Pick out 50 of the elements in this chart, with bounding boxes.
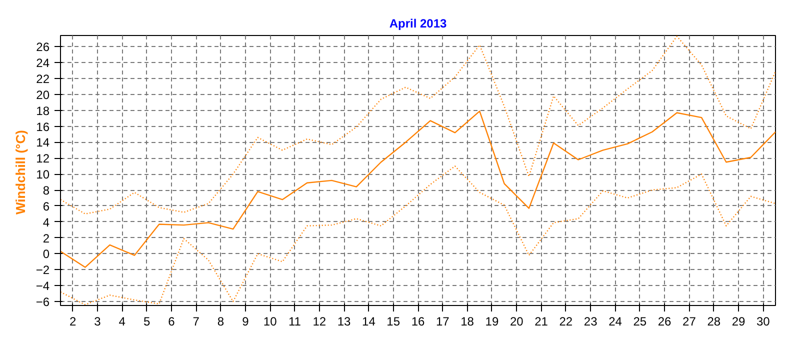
x-tick-label: 6 bbox=[168, 314, 176, 328]
x-tick-label: 8 bbox=[217, 314, 224, 328]
y-tick-label: 16 bbox=[36, 120, 50, 134]
x-tick-label: 27 bbox=[682, 314, 696, 328]
y-tick-label: 14 bbox=[36, 136, 50, 150]
x-tick-label: 10 bbox=[263, 314, 278, 328]
y-tick-label: −2 bbox=[36, 263, 50, 278]
x-tick-label: 21 bbox=[534, 314, 548, 328]
x-tick-label: 23 bbox=[584, 314, 598, 328]
x-tick-label: 11 bbox=[288, 314, 302, 328]
x-tick-label: 2 bbox=[69, 314, 76, 328]
x-tick-label: 5 bbox=[143, 314, 150, 328]
x-tick-label: 17 bbox=[436, 314, 450, 328]
x-tick-label: 14 bbox=[362, 314, 376, 328]
x-tick-label: 19 bbox=[485, 314, 499, 328]
y-tick-label: 22 bbox=[36, 72, 50, 86]
x-tick-label: 18 bbox=[460, 314, 474, 328]
y-tick-label: 12 bbox=[36, 152, 50, 166]
x-tick-label: 29 bbox=[732, 314, 746, 328]
y-tick-label: 18 bbox=[36, 104, 50, 118]
y-tick-label: −4 bbox=[36, 279, 50, 294]
y-tick-label: 24 bbox=[36, 56, 50, 70]
chart-title: April 2013 bbox=[389, 16, 448, 30]
line-series bbox=[60, 36, 776, 215]
x-tick-label: 9 bbox=[242, 314, 250, 328]
x-tick-label: 30 bbox=[756, 314, 770, 328]
y-tick-label: 26 bbox=[36, 40, 50, 54]
x-tick-label: 15 bbox=[386, 314, 400, 328]
x-tick-label: 28 bbox=[707, 314, 721, 328]
x-tick-label: 13 bbox=[337, 314, 352, 328]
y-tick-label: −6 bbox=[36, 295, 50, 310]
y-tick-label: 10 bbox=[36, 168, 50, 182]
x-tick-label: 25 bbox=[633, 314, 647, 328]
line-series bbox=[60, 110, 776, 268]
y-tick-label: 6 bbox=[42, 199, 50, 214]
y-tick-label: 0 bbox=[42, 247, 50, 262]
x-tick-label: 16 bbox=[411, 314, 425, 328]
x-tick-label: 12 bbox=[312, 314, 326, 328]
x-tick-label: 3 bbox=[94, 314, 102, 328]
x-tick-label: 22 bbox=[559, 314, 573, 328]
y-tick-label: 8 bbox=[42, 184, 50, 198]
y-tick-label: 20 bbox=[36, 88, 50, 102]
x-tick-label: 24 bbox=[608, 314, 622, 328]
y-tick-label: 4 bbox=[42, 215, 50, 230]
y-axis-title: Windchill (°C) bbox=[12, 130, 28, 215]
x-tick-label: 26 bbox=[658, 314, 672, 328]
x-tick-label: 7 bbox=[192, 314, 200, 328]
x-tick-label: 4 bbox=[118, 314, 126, 328]
x-tick-label: 20 bbox=[510, 314, 524, 328]
y-tick-label: 2 bbox=[42, 231, 50, 246]
